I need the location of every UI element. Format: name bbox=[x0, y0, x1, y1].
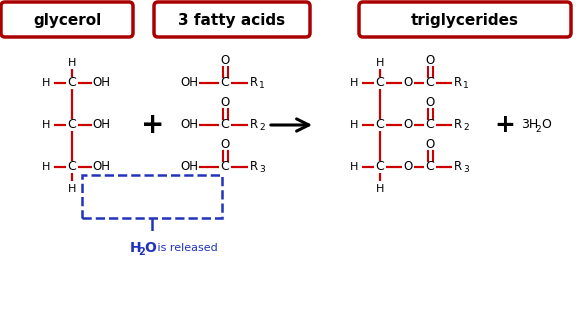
Text: OH: OH bbox=[180, 119, 198, 132]
Text: C: C bbox=[425, 119, 434, 132]
Text: H: H bbox=[42, 78, 50, 88]
Text: C: C bbox=[375, 76, 384, 89]
Text: OH: OH bbox=[180, 161, 198, 174]
Text: H: H bbox=[42, 162, 50, 172]
Text: C: C bbox=[375, 119, 384, 132]
Text: 2: 2 bbox=[463, 124, 469, 133]
Text: R: R bbox=[250, 161, 258, 174]
Text: O: O bbox=[425, 55, 435, 68]
Text: H: H bbox=[376, 58, 384, 68]
Text: R: R bbox=[454, 76, 462, 89]
Text: R: R bbox=[454, 119, 462, 132]
Text: 2: 2 bbox=[535, 124, 541, 134]
Text: O: O bbox=[541, 119, 551, 132]
FancyBboxPatch shape bbox=[359, 2, 571, 37]
Text: R: R bbox=[250, 119, 258, 132]
FancyBboxPatch shape bbox=[154, 2, 310, 37]
Text: H: H bbox=[376, 184, 384, 194]
Text: glycerol: glycerol bbox=[33, 12, 101, 28]
Text: C: C bbox=[221, 161, 229, 174]
Text: C: C bbox=[425, 161, 434, 174]
Text: 1: 1 bbox=[463, 82, 469, 90]
FancyBboxPatch shape bbox=[1, 2, 133, 37]
Text: O: O bbox=[425, 138, 435, 151]
Text: 3: 3 bbox=[463, 165, 469, 175]
Text: OH: OH bbox=[92, 119, 110, 132]
Text: C: C bbox=[221, 76, 229, 89]
Text: O: O bbox=[221, 138, 230, 151]
Text: OH: OH bbox=[180, 76, 198, 89]
Text: O: O bbox=[144, 241, 156, 255]
Text: C: C bbox=[68, 76, 76, 89]
Text: O: O bbox=[403, 119, 413, 132]
Text: O: O bbox=[221, 55, 230, 68]
Text: C: C bbox=[221, 119, 229, 132]
Text: O: O bbox=[403, 161, 413, 174]
Text: OH: OH bbox=[92, 76, 110, 89]
Text: H: H bbox=[350, 78, 358, 88]
Text: 3H: 3H bbox=[521, 119, 538, 132]
Text: 2: 2 bbox=[259, 124, 265, 133]
Text: H: H bbox=[350, 162, 358, 172]
Text: 3: 3 bbox=[259, 165, 265, 175]
Text: O: O bbox=[425, 97, 435, 110]
Text: +: + bbox=[141, 111, 165, 139]
Bar bbox=[82, 175, 222, 218]
Text: C: C bbox=[375, 161, 384, 174]
Text: R: R bbox=[454, 161, 462, 174]
Text: 1: 1 bbox=[259, 82, 265, 90]
Text: is released: is released bbox=[154, 243, 218, 253]
Text: OH: OH bbox=[92, 161, 110, 174]
Text: +: + bbox=[495, 113, 516, 137]
Text: 3 fatty acids: 3 fatty acids bbox=[179, 12, 286, 28]
Text: C: C bbox=[425, 76, 434, 89]
Text: H: H bbox=[130, 241, 141, 255]
Text: H: H bbox=[42, 120, 50, 130]
Text: C: C bbox=[68, 161, 76, 174]
Text: O: O bbox=[221, 97, 230, 110]
Text: 2: 2 bbox=[138, 247, 145, 257]
Text: H: H bbox=[350, 120, 358, 130]
Text: triglycerides: triglycerides bbox=[411, 12, 519, 28]
Text: C: C bbox=[68, 119, 76, 132]
Text: O: O bbox=[403, 76, 413, 89]
Text: R: R bbox=[250, 76, 258, 89]
Text: H: H bbox=[68, 58, 76, 68]
Text: H: H bbox=[68, 184, 76, 194]
